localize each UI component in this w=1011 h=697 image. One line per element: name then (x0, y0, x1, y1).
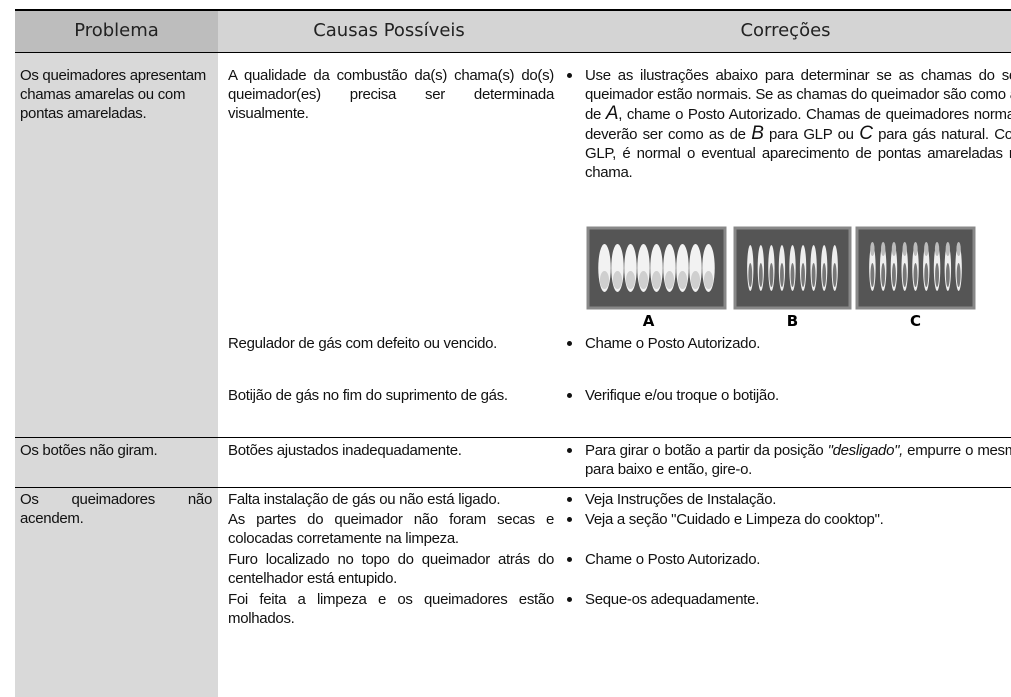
cause: Falta instalação de gás ou não está liga… (228, 491, 501, 508)
flame-core (935, 263, 939, 287)
flame-core (881, 263, 886, 287)
flame-tip (891, 242, 897, 256)
correction-text: C (859, 123, 873, 144)
cause: Furo localizado no topo do queimador atr… (228, 551, 554, 587)
figure-label: C (909, 312, 921, 330)
flame-core (769, 263, 774, 287)
header-cell-bg (15, 10, 218, 52)
correction-text: "desligado", (827, 442, 904, 459)
flame-core (690, 271, 701, 289)
correction-text: B (751, 123, 764, 144)
figure-label: B (786, 312, 799, 330)
cause: Regulador de gás com defeito ou vencido. (228, 335, 498, 352)
flame-core (913, 263, 918, 287)
cause: Foi feita a limpeza e os queimadores est… (228, 591, 554, 627)
correction: Seque-os adequadamente. (585, 590, 1011, 609)
bullet (567, 73, 572, 78)
flame-core (811, 263, 816, 287)
figure-label: A (642, 312, 655, 330)
correction-text: Veja Instruções de Instalação. (585, 491, 777, 508)
flame-core (651, 271, 662, 289)
correction-text: Chame o Posto Autorizado. (585, 335, 761, 352)
header-rule (15, 52, 1011, 53)
problem: Os queimadores apresentam chamas amarela… (20, 67, 206, 122)
correction-text: Chame o Posto Autorizado. (585, 551, 761, 568)
flame-core (664, 271, 675, 289)
flame-core (892, 263, 896, 287)
bullet (567, 517, 572, 522)
bullet (567, 448, 572, 453)
flame-core (832, 263, 837, 287)
flame-core (625, 271, 636, 289)
flame-core (612, 271, 623, 289)
cause: As partes do queimador não foram secas e… (228, 511, 554, 547)
flame-core (945, 263, 950, 287)
correction-text: Veja a seção "Cuidado e Limpeza do cookt… (585, 511, 884, 528)
flame-core (956, 263, 961, 287)
flame-tip (934, 242, 940, 256)
bullet (567, 497, 572, 502)
bullet (567, 597, 572, 602)
correction-text: Verifique e/ou troque o botijão. (585, 387, 779, 404)
correction-text: para gás natural. Com GLP, é normal o ev… (585, 126, 1011, 181)
flame-core (599, 271, 610, 289)
flame-tip (924, 242, 929, 256)
correction-text: Para girar o botão a partir da posição (585, 442, 828, 459)
correction: Para girar o botão a partir da posição "… (585, 441, 1011, 479)
row-rule (15, 487, 1011, 488)
correction-text: Seque-os adequadamente. (585, 591, 760, 608)
top-rule (15, 9, 1011, 11)
flame-tip (881, 242, 886, 256)
flame-figure (586, 226, 976, 310)
flame-core (902, 263, 907, 287)
problem: Os queimadores não acendem. (20, 491, 212, 527)
flame-core (780, 263, 784, 287)
flame-tip (945, 242, 950, 256)
bullet (567, 393, 572, 398)
problem-column-bg (15, 52, 218, 697)
flame-core (638, 271, 649, 289)
correction: Use as ilustrações abaixo para determina… (585, 66, 1011, 182)
header: Correções (740, 20, 831, 41)
flame-core (801, 263, 805, 287)
correction-text: para GLP ou (763, 126, 860, 143)
flame-core (677, 271, 688, 289)
correction-text: A (605, 103, 619, 124)
flame-core (790, 263, 795, 287)
problem: Os botões não giram. (20, 442, 158, 459)
flame-core (822, 263, 827, 287)
flame-tip (913, 242, 918, 256)
row-rule (15, 437, 1011, 438)
correction: Verifique e/ou troque o botijão. (585, 386, 1011, 405)
correction-text: Use as ilustrações abaixo para determina… (585, 67, 1011, 123)
correction-text: , chame o Posto Autorizado. Chamas de qu… (585, 106, 1011, 143)
flame-core (758, 263, 763, 287)
cause: Botijão de gás no fim do suprimento de g… (228, 387, 508, 404)
correction: Veja a seção "Cuidado e Limpeza do cookt… (585, 510, 1011, 529)
bullet (567, 341, 572, 346)
flame-core (870, 263, 875, 287)
cause: A qualidade da combustão da(s) chama(s) … (228, 67, 554, 122)
flame-core (924, 263, 929, 287)
flame-core (703, 271, 714, 289)
bullet (567, 557, 572, 562)
correction: Veja Instruções de Instalação. (585, 490, 1011, 509)
correction: Chame o Posto Autorizado. (585, 334, 1011, 353)
cause: Botões ajustados inadequadamente. (228, 442, 462, 459)
flame-tip (902, 242, 907, 256)
header: Problema (74, 20, 159, 41)
header: Causas Possíveis (313, 20, 465, 41)
flame-core (748, 263, 753, 287)
flame-tip (956, 242, 961, 256)
flame-tip (870, 242, 875, 256)
correction: Chame o Posto Autorizado. (585, 550, 1011, 569)
correction-text: empurre o mesmo para baixo e então, gire… (585, 442, 1011, 478)
